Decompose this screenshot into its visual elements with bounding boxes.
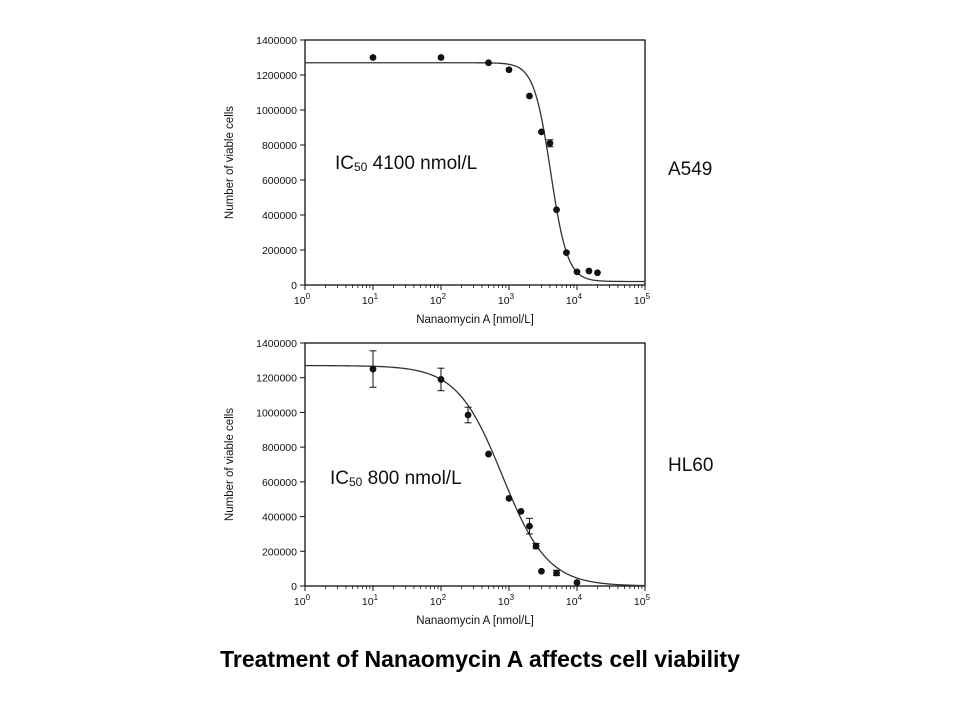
figure-caption: Treatment of Nanaomycin A affects cell v… (220, 646, 740, 672)
ic50-annotation: IC50 800 nmol/L (330, 468, 462, 489)
data-point (369, 54, 377, 61)
x-tick-base: 10 (634, 596, 646, 608)
x-tick-base: 10 (430, 295, 442, 307)
fit-curve (305, 62, 645, 283)
ic50-value: 800 nmol/L (362, 468, 461, 489)
x-tick-base: 10 (430, 596, 442, 608)
ic50-annotation: IC50 4100 nmol/L (335, 153, 477, 174)
y-tick-label: 200000 (262, 546, 297, 558)
x-tick-exponent: 0 (306, 292, 311, 301)
y-tick-label: 1200000 (256, 373, 297, 385)
data-point (538, 128, 545, 136)
data-point (573, 268, 581, 276)
data-point (585, 267, 593, 275)
plot-frame (304, 39, 646, 286)
x-tick-base: 10 (294, 295, 306, 307)
x-tick-base: 10 (294, 596, 306, 608)
x-tick-label: 103 (498, 593, 515, 608)
x-tick-label: 100 (294, 593, 311, 608)
x-tick-label: 100 (294, 292, 311, 307)
x-tick-exponent: 3 (510, 292, 515, 301)
x-tick-label: 103 (498, 292, 515, 307)
x-tick-exponent: 2 (442, 292, 447, 301)
x-tick-label: 105 (634, 593, 651, 608)
x-axis-title: Nanaomycin A [nmol/L] (416, 615, 534, 627)
cell-line-label: A549 (668, 159, 712, 180)
y-axis-title: Number of viable cells (224, 106, 236, 219)
y-tick-label: 1200000 (256, 70, 297, 82)
data-point (553, 569, 560, 577)
data-point (517, 507, 525, 515)
data-point (369, 365, 377, 373)
data-point (505, 66, 513, 74)
ic50-prefix: IC (330, 468, 349, 489)
ic50-value: 4100 nmol/L (367, 153, 477, 174)
y-tick-label: 200000 (262, 245, 297, 257)
x-tick-exponent: 2 (442, 593, 447, 602)
chart-panel-a549: 0 200000 400000 600000 800000 1000000 1200000 1… (224, 35, 712, 326)
x-tick-exponent: 3 (510, 593, 515, 602)
x-tick-label: 101 (362, 292, 379, 307)
x-tick-label: 102 (430, 593, 447, 608)
data-point (526, 522, 533, 530)
y-tick-label: 0 (291, 581, 297, 593)
x-tick-base: 10 (634, 295, 646, 307)
y-tick-label: 400000 (262, 512, 297, 524)
ic50-prefix: IC (335, 153, 354, 174)
x-tick-base: 10 (362, 295, 374, 307)
y-tick-label: 0 (291, 280, 297, 292)
x-tick-exponent: 1 (374, 292, 379, 301)
x-tick-base: 10 (566, 596, 578, 608)
y-tick-label: 400000 (262, 210, 297, 222)
x-tick-base: 10 (498, 295, 510, 307)
x-tick-label: 105 (634, 292, 651, 307)
fit-curve (305, 364, 646, 587)
x-tick-label: 101 (362, 593, 379, 608)
cell-line-label: HL60 (668, 455, 713, 476)
x-tick-base: 10 (498, 596, 510, 608)
x-tick-exponent: 0 (306, 593, 311, 602)
x-tick-exponent: 4 (578, 292, 583, 301)
data-point (505, 494, 513, 502)
y-tick-label: 800000 (262, 140, 297, 152)
x-tick-label: 102 (430, 292, 447, 307)
y-tick-label: 1400000 (256, 35, 297, 47)
x-tick-exponent: 4 (578, 593, 583, 602)
plot-frame (304, 342, 646, 587)
x-tick-base: 10 (566, 295, 578, 307)
chart-panel-hl60: 0 200000 400000 600000 800000 1000000 1200000 1… (224, 338, 713, 627)
ic50-subscript: 50 (354, 160, 368, 174)
x-tick-exponent: 5 (646, 292, 651, 301)
data-point (538, 567, 545, 575)
x-tick-label: 104 (566, 593, 583, 608)
data-point (485, 59, 492, 67)
data-point (485, 450, 492, 458)
data-point (594, 269, 601, 277)
y-tick-label: 1000000 (256, 105, 297, 117)
y-tick-label: 1400000 (256, 338, 297, 350)
y-tick-label: 600000 (262, 477, 297, 489)
data-point (437, 54, 445, 61)
y-tick-label: 600000 (262, 175, 297, 187)
data-point (573, 579, 581, 586)
data-point (546, 139, 554, 147)
ic50-subscript: 50 (349, 475, 363, 489)
y-tick-label: 1000000 (256, 407, 297, 419)
x-tick-label: 104 (566, 292, 583, 307)
y-tick-label: 800000 (262, 442, 297, 454)
x-tick-base: 10 (362, 596, 374, 608)
data-point (553, 206, 560, 214)
data-point (526, 92, 533, 100)
data-point (563, 249, 570, 257)
x-axis-title: Nanaomycin A [nmol/L] (416, 314, 534, 326)
data-point (532, 542, 540, 550)
y-axis-title: Number of viable cells (224, 408, 236, 521)
data-point (437, 376, 445, 383)
x-tick-exponent: 1 (374, 593, 379, 602)
data-point (464, 411, 472, 419)
x-tick-exponent: 5 (646, 593, 651, 602)
